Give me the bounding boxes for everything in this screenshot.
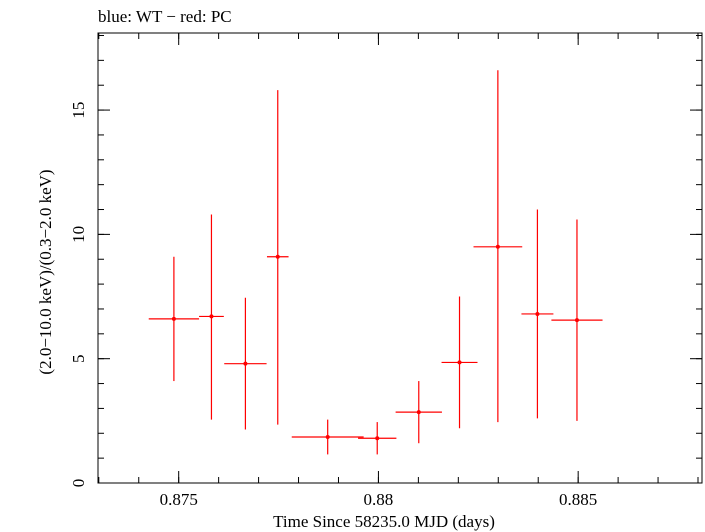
- data-point: [473, 70, 523, 423]
- data-point: [266, 90, 289, 425]
- point-marker: [495, 244, 500, 249]
- point-marker: [243, 361, 248, 366]
- data-point: [148, 256, 200, 382]
- point-marker: [535, 311, 540, 316]
- data-marks: [148, 70, 603, 455]
- y-axis-label: (2.0−10.0 keV)/(0.3−2.0 keV): [36, 169, 55, 374]
- point-marker: [574, 318, 579, 323]
- data-point: [521, 209, 554, 419]
- data-point: [358, 422, 397, 455]
- x-tick-label: 0.88: [364, 490, 394, 509]
- point-marker: [457, 360, 462, 365]
- point-marker: [209, 314, 214, 319]
- data-point: [199, 214, 224, 420]
- chart-title: blue: WT − red: PC: [98, 7, 232, 26]
- y-tick-label: 5: [69, 354, 88, 363]
- data-point: [395, 381, 442, 444]
- y-tick-label: 15: [69, 102, 88, 119]
- data-point: [224, 297, 267, 430]
- point-marker: [275, 254, 280, 259]
- plot-frame: [97, 32, 703, 484]
- data-point: [551, 219, 603, 421]
- x-tick-label: 0.875: [160, 490, 198, 509]
- point-marker: [416, 410, 421, 415]
- x-axis-label: Time Since 58235.0 MJD (days): [273, 512, 495, 531]
- y-tick-label: 0: [69, 479, 88, 488]
- point-marker: [171, 316, 176, 321]
- data-point: [291, 419, 364, 455]
- x-tick-label: 0.885: [559, 490, 597, 509]
- data-point: [441, 296, 478, 429]
- point-marker: [375, 436, 380, 441]
- axis-ticks: 0.875 0.88 0.885 0 5 10 15: [69, 33, 702, 509]
- y-tick-label: 10: [69, 226, 88, 243]
- point-marker: [325, 435, 330, 440]
